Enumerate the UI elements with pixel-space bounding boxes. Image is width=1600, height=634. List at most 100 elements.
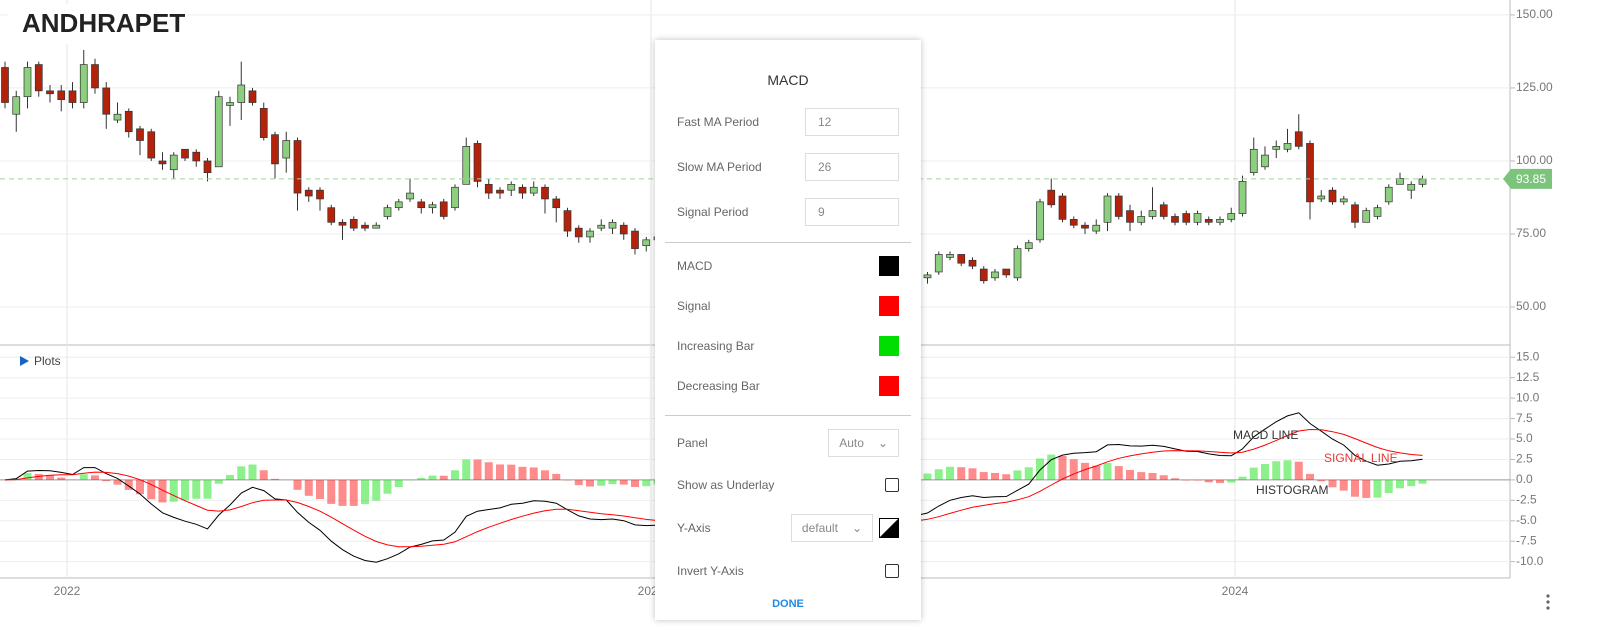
underlay-row: Show as Underlay	[677, 478, 899, 492]
y-tick-label: 10.0	[1516, 390, 1540, 404]
candle-body	[1339, 198, 1348, 203]
color-swatch[interactable]	[879, 256, 899, 276]
candle-body	[462, 146, 471, 185]
candle-body	[507, 183, 516, 191]
last-price-label: 93.85	[1516, 172, 1546, 186]
done-button[interactable]: DONE	[772, 598, 804, 610]
color-label: MACD	[677, 259, 713, 273]
histogram-bar	[1204, 479, 1213, 483]
field-label: Slow MA Period	[677, 160, 762, 174]
candle-body	[113, 113, 122, 121]
candle-body	[271, 134, 279, 165]
histogram-bar	[1058, 455, 1067, 480]
candle-body	[1238, 181, 1247, 214]
candle-body	[1351, 204, 1359, 223]
candle-body	[226, 102, 234, 106]
histogram-bar	[428, 475, 437, 480]
histogram-bar	[1283, 460, 1292, 480]
color-row: Signal	[677, 296, 899, 316]
histogram-bar	[1418, 479, 1427, 484]
menu-dot[interactable]	[1546, 600, 1550, 604]
candle-body	[12, 96, 21, 115]
candle-body	[1384, 186, 1393, 203]
histogram-bar	[271, 478, 279, 480]
candle-body	[979, 268, 988, 282]
checkbox[interactable]	[885, 564, 899, 578]
field-input[interactable]: 26	[805, 153, 899, 181]
candle-body	[496, 189, 504, 194]
checkbox[interactable]	[885, 478, 899, 492]
yaxis-select[interactable]: default ⌄	[790, 514, 873, 542]
candle-body	[68, 90, 77, 103]
candle-body	[46, 90, 54, 95]
y-tick-label: -2.5	[1516, 493, 1537, 507]
candle-body	[1317, 195, 1326, 200]
candle-body	[192, 151, 201, 162]
y-tick-label: 0.0	[1516, 472, 1533, 486]
field-input[interactable]: 9	[805, 198, 899, 226]
candle-body	[293, 140, 302, 194]
color-swatch[interactable]	[879, 336, 899, 356]
candle-body	[34, 64, 43, 92]
histogram-bar	[597, 479, 606, 486]
candle-body	[586, 230, 594, 238]
field-row: Slow MA Period 26	[677, 153, 899, 181]
panel-select[interactable]: Auto ⌄	[828, 429, 899, 457]
histogram-bar	[79, 474, 88, 480]
candle-body	[214, 96, 223, 168]
candle-body	[169, 154, 178, 171]
histogram-bar	[327, 479, 336, 504]
field-input[interactable]: 12	[805, 108, 899, 136]
field-label: Signal Period	[677, 205, 749, 219]
candle-body	[203, 160, 212, 173]
histogram-bar	[1272, 461, 1281, 480]
candle-body	[642, 239, 651, 247]
candle-body	[957, 254, 966, 264]
candle-body	[484, 183, 493, 194]
menu-dot[interactable]	[1546, 594, 1550, 598]
yaxis-icon[interactable]	[879, 518, 899, 538]
candle-body	[136, 128, 144, 141]
histogram-bar	[1362, 479, 1371, 498]
menu-dot[interactable]	[1546, 606, 1550, 610]
candle-body	[518, 186, 527, 194]
plots-label[interactable]: Plots	[34, 354, 61, 368]
annotation: MACD LINE	[1233, 428, 1298, 442]
candle-body	[79, 64, 88, 103]
invert-label: Invert Y-Axis	[677, 564, 744, 578]
histogram-bar	[46, 475, 54, 480]
histogram-bar	[248, 464, 257, 480]
histogram-bar	[574, 479, 583, 486]
histogram-bar	[1306, 473, 1314, 480]
candle-body	[1081, 224, 1089, 229]
histogram-bar	[102, 479, 111, 482]
color-swatch[interactable]	[879, 376, 899, 396]
histogram-bar	[1317, 479, 1326, 482]
select-value: Auto	[839, 436, 864, 450]
field-row: Signal Period 9	[677, 198, 899, 226]
histogram-bar	[1103, 462, 1112, 480]
histogram-bar	[1227, 479, 1236, 483]
candle-body	[1126, 210, 1134, 223]
color-swatch[interactable]	[879, 296, 899, 316]
candle-body	[1407, 183, 1416, 191]
candle-body	[181, 148, 189, 159]
candle-body	[1069, 219, 1078, 226]
histogram-bar	[23, 473, 32, 480]
candle-body	[968, 259, 977, 267]
plots-toggle[interactable]	[20, 356, 29, 366]
candle-body	[282, 140, 291, 159]
histogram-bar	[934, 469, 943, 480]
candle-body	[316, 189, 324, 200]
color-row: Increasing Bar	[677, 336, 899, 356]
histogram-bar	[214, 479, 223, 484]
histogram-bar	[1373, 479, 1382, 498]
candle-body	[934, 254, 943, 273]
histogram-bar	[91, 475, 99, 480]
candle-body	[473, 143, 482, 182]
histogram-bar	[338, 479, 347, 506]
histogram-bar	[203, 479, 212, 499]
histogram-bar	[1159, 475, 1168, 480]
y-tick-label: -7.5	[1516, 533, 1537, 547]
histogram-bar	[1249, 467, 1258, 480]
